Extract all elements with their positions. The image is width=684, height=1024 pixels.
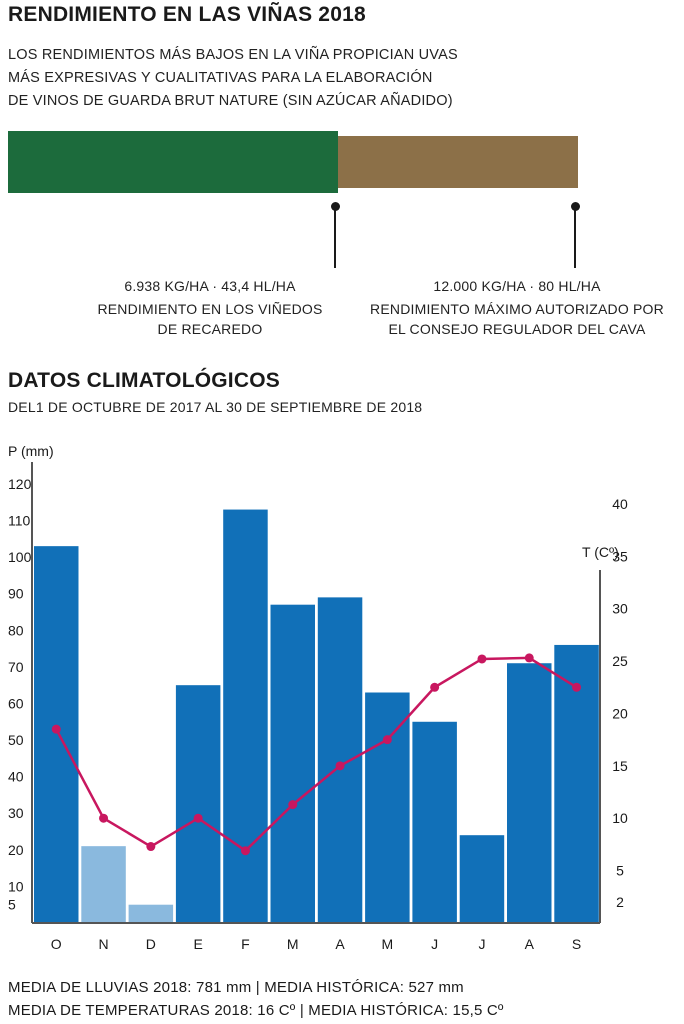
- y-left-tick-label: 90: [8, 586, 24, 602]
- x-tick-label: E: [193, 936, 202, 952]
- y-left-tick-label: 20: [8, 842, 24, 858]
- x-tick-label: S: [572, 936, 581, 952]
- climate-chart: P (mm) T (Cº) 5 10 20 30 40 50 60 70 80 90 100 110 1…: [8, 443, 628, 952]
- yield-max-label: 12.000 KG/HA · 80 HL/HA RENDIMIENTO MÁXI…: [354, 276, 680, 339]
- yield-actual-desc: DE RECAREDO: [157, 321, 263, 337]
- temperature-point-0: [51, 724, 61, 734]
- yield-title: RENDIMIENTO EN LAS VIÑAS 2018: [8, 3, 366, 26]
- temperature-point-7: [382, 735, 392, 745]
- y-left-tick-label: 80: [8, 622, 24, 638]
- y-left-tick-label: 70: [8, 659, 24, 675]
- y-left-tick-label: 10: [8, 878, 24, 894]
- y-left-tick-label: 50: [8, 732, 24, 748]
- bar-6: [317, 597, 363, 923]
- y-right-tick-label: 25: [612, 653, 628, 669]
- footer-rain: MEDIA DE LLUVIAS 2018: 781 mm | MEDIA HI…: [8, 979, 464, 996]
- bar-0: [34, 546, 79, 923]
- marker-line-max: [574, 206, 576, 268]
- marker-line-actual: [334, 206, 336, 268]
- axes-group: [31, 462, 601, 924]
- y-right-tick-label: 20: [612, 705, 628, 721]
- y-right-tick-label: 2: [616, 894, 624, 910]
- x-tick-label: F: [241, 936, 250, 952]
- temperature-point-1: [99, 813, 109, 823]
- temperature-point-4: [240, 846, 250, 856]
- bar-7: [365, 692, 410, 923]
- x-tick-label: A: [335, 936, 345, 952]
- y-right-tick-label: 30: [612, 601, 628, 617]
- temperature-point-6: [335, 761, 345, 771]
- x-tick-label: O: [51, 936, 62, 952]
- x-tick-label: A: [525, 936, 535, 952]
- temperature-line: [55, 656, 578, 853]
- bar-4: [223, 509, 268, 923]
- x-tick-label: J: [478, 936, 485, 952]
- y-left-tick-label: 110: [8, 513, 31, 529]
- y-right-tick-label: 10: [612, 810, 628, 826]
- y-left-tick-label: 60: [8, 695, 24, 711]
- y-right-label: T (Cº): [582, 544, 619, 560]
- temperature-point-5: [288, 800, 298, 810]
- y-left-tick-label: 100: [8, 549, 32, 565]
- bar-9: [459, 835, 505, 923]
- temperature-point-2: [146, 842, 156, 852]
- footer-temp: MEDIA DE TEMPERATURAS 2018: 16 Cº | MEDI…: [8, 1002, 504, 1019]
- y-left-tick-label: 120: [8, 476, 32, 492]
- climate-subtitle: DEL1 DE OCTUBRE DE 2017 AL 30 DE SEPTIEM…: [8, 399, 423, 415]
- temperature-point-11: [572, 682, 582, 692]
- intro-line: MÁS EXPRESIVAS Y CUALITATIVAS PARA LA EL…: [8, 70, 433, 86]
- bar-8: [412, 721, 457, 923]
- bar-2: [128, 904, 174, 923]
- yield-bar-actual: [8, 131, 338, 193]
- x-tick-label: N: [98, 936, 108, 952]
- bar-10: [507, 663, 552, 923]
- yield-max-desc: EL CONSEJO REGULADOR DEL CAVA: [388, 321, 646, 337]
- y-right-tick-label: 35: [612, 548, 628, 564]
- yield-max-desc: RENDIMIENTO MÁXIMO AUTORIZADO POR: [370, 301, 664, 317]
- y-left-ticks: 5 10 20 30 40 50 60 70 80 90 100 110 120: [8, 476, 32, 913]
- bars-group: [34, 509, 599, 923]
- x-tick-label: M: [287, 936, 299, 952]
- y-left-tick-label: 40: [8, 769, 24, 785]
- intro-line: DE VINOS DE GUARDA BRUT NATURE (SIN AZÚC…: [8, 93, 453, 109]
- x-tick-label: M: [382, 936, 394, 952]
- yield-actual-value: 6.938 KG/HA · 43,4 HL/HA: [124, 278, 296, 294]
- y-right-tick-label: 5: [616, 863, 624, 879]
- yield-intro: LOS RENDIMIENTOS MÁS BAJOS EN LA VIÑA PR…: [8, 44, 458, 113]
- yield-actual-desc: RENDIMIENTO EN LOS VIÑEDOS: [97, 301, 323, 317]
- temperature-point-10: [524, 653, 534, 663]
- y-left-tick-label: 5: [8, 897, 16, 913]
- temperature-series: [51, 653, 582, 856]
- yield-max-value: 12.000 KG/HA · 80 HL/HA: [433, 278, 601, 294]
- y-left-tick-label: 30: [8, 805, 24, 821]
- bar-1: [81, 846, 126, 923]
- temperature-point-8: [430, 682, 440, 692]
- climate-title: DATOS CLIMATOLÓGICOS: [8, 369, 280, 392]
- bar-5: [270, 604, 315, 923]
- x-tick-label: D: [146, 936, 156, 952]
- yield-actual-label: 6.938 KG/HA · 43,4 HL/HA RENDIMIENTO EN …: [85, 276, 335, 339]
- temperature-point-3: [193, 813, 203, 823]
- y-right-tick-label: 40: [612, 496, 628, 512]
- y-left-label: P (mm): [8, 443, 54, 459]
- temperature-point-9: [477, 654, 487, 664]
- intro-line: LOS RENDIMIENTOS MÁS BAJOS EN LA VIÑA PR…: [8, 47, 458, 63]
- y-right-tick-label: 15: [612, 758, 628, 774]
- bar-3: [175, 685, 221, 923]
- x-tick-label: J: [431, 936, 438, 952]
